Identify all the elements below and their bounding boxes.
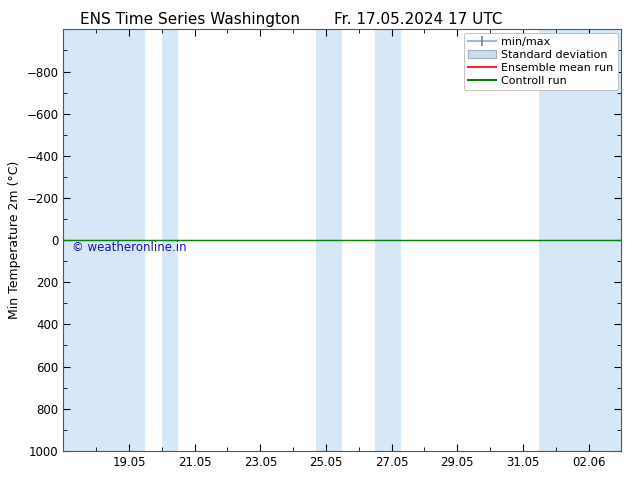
Bar — [162, 29, 178, 451]
Bar — [63, 29, 145, 451]
Legend: min/max, Standard deviation, Ensemble mean run, Controll run: min/max, Standard deviation, Ensemble me… — [463, 33, 618, 90]
Text: ENS Time Series Washington: ENS Time Series Washington — [80, 12, 301, 27]
Bar — [375, 29, 401, 451]
Bar — [540, 29, 621, 451]
Y-axis label: Min Temperature 2m (°C): Min Temperature 2m (°C) — [8, 161, 21, 319]
Bar — [316, 29, 342, 451]
Text: Fr. 17.05.2024 17 UTC: Fr. 17.05.2024 17 UTC — [334, 12, 503, 27]
Text: © weatheronline.in: © weatheronline.in — [72, 241, 186, 253]
